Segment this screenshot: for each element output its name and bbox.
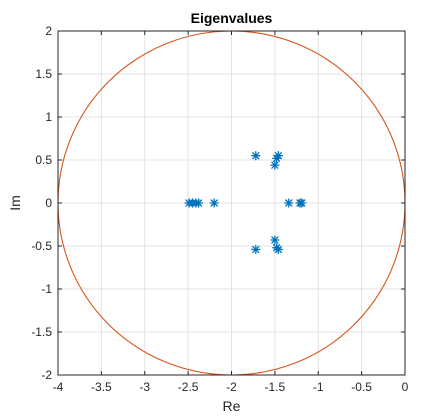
eigenvalue-point <box>209 198 219 208</box>
eigenvalue-point <box>270 235 280 245</box>
x-tick-label: -4 <box>53 380 64 394</box>
y-tick-label: 0 <box>45 196 52 210</box>
points-layer <box>184 151 307 255</box>
x-tick-label: -2.5 <box>178 380 199 394</box>
y-tick-label: 1 <box>45 110 52 124</box>
x-tick-label: 0 <box>402 380 409 394</box>
marker-stroke <box>210 199 218 207</box>
chart-title: Eigenvalues <box>191 10 273 26</box>
x-tick-label: -3 <box>139 380 150 394</box>
marker-stroke <box>274 152 282 160</box>
y-tick-label: -2 <box>41 368 52 382</box>
eigenvalue-point <box>273 151 283 161</box>
eigenvalue-point <box>270 160 280 170</box>
marker-stroke <box>252 152 260 160</box>
eigenvalue-point <box>193 198 204 208</box>
marker-stroke <box>271 161 279 169</box>
marker-stroke <box>285 199 293 207</box>
marker-stroke <box>252 245 260 254</box>
x-tick-label: -1 <box>313 380 324 394</box>
eigenvalue-point <box>251 151 261 161</box>
y-tick-label: -1.5 <box>31 325 52 339</box>
x-tick-label: -3.5 <box>91 380 112 394</box>
grid <box>57 30 406 376</box>
y-tick-label: 2 <box>45 24 52 38</box>
eigenvalue-point <box>284 198 294 208</box>
y-tick-label: -0.5 <box>31 239 52 253</box>
y-tick-label: 0.5 <box>35 153 52 167</box>
y-axis-label: Im <box>7 195 23 211</box>
marker-stroke <box>274 245 282 254</box>
y-tick-label: -1 <box>41 282 52 296</box>
marker-stroke <box>194 199 203 207</box>
eigenvalue-point <box>273 244 283 255</box>
x-tick-label: -1.5 <box>265 380 286 394</box>
x-tick-label: -0.5 <box>351 380 372 394</box>
y-tick-label: 1.5 <box>35 67 52 81</box>
eigenvalue-point <box>251 244 261 255</box>
eigenvalue-point <box>297 198 307 208</box>
marker-stroke <box>298 199 306 207</box>
x-tick-label: -2 <box>226 380 237 394</box>
x-axis-label: Re <box>223 398 241 414</box>
marker-stroke <box>271 236 279 244</box>
ticks: -4 -3.5 -3 -2.5 -2 -1.5 -1 -0.5 0 -2 -1.5 -1 -0.5 0 0.… <box>31 24 408 394</box>
